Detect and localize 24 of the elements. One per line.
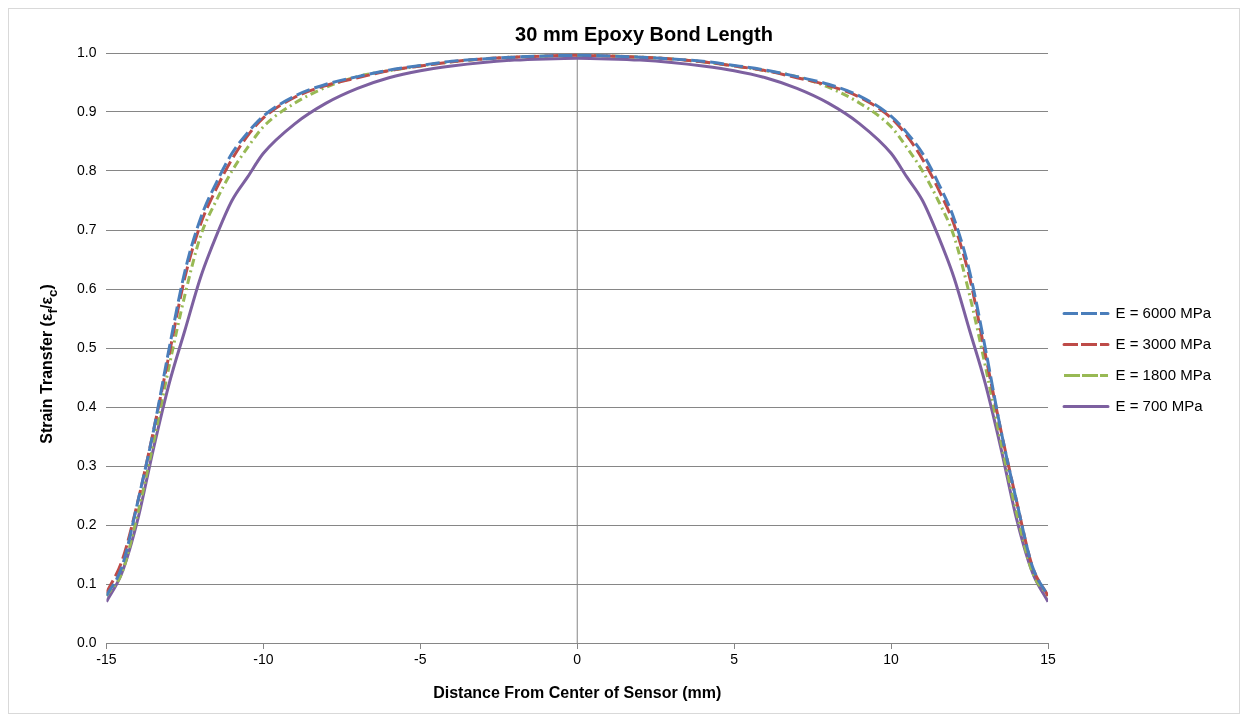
chart-title: 30 mm Epoxy Bond Length [515,22,773,45]
y-tick-label: 0.2 [76,515,97,532]
y-tick-label: 0.7 [76,220,97,237]
legend-label: E = 6000 MPa [1115,303,1212,321]
y-tick-label: 0.3 [76,456,97,473]
y-tick-label: 0.1 [76,574,97,591]
x-axis-title: Distance From Center of Sensor (mm) [433,683,722,701]
x-tick-label: 15 [1040,651,1057,668]
x-tick-label: -5 [414,651,427,668]
y-tick-label: 0.8 [76,161,97,178]
x-tick-label: 10 [883,651,900,668]
x-tick-label: -10 [253,651,274,668]
legend-label: E = 1800 MPa [1115,365,1212,383]
x-tick-label: 5 [730,651,739,668]
legend-label: E = 700 MPa [1115,396,1204,414]
x-tick-label: 0 [573,651,582,668]
x-tick-label: -15 [96,651,117,668]
y-tick-label: 0.6 [76,279,97,296]
y-tick-label: 0.5 [76,338,97,355]
y-tick-label: 0.4 [76,397,97,414]
y-tick-label: 0.0 [76,633,97,650]
legend-label: E = 3000 MPa [1115,334,1212,352]
y-tick-label: 1.0 [76,43,97,60]
y-tick-label: 0.9 [76,102,97,119]
